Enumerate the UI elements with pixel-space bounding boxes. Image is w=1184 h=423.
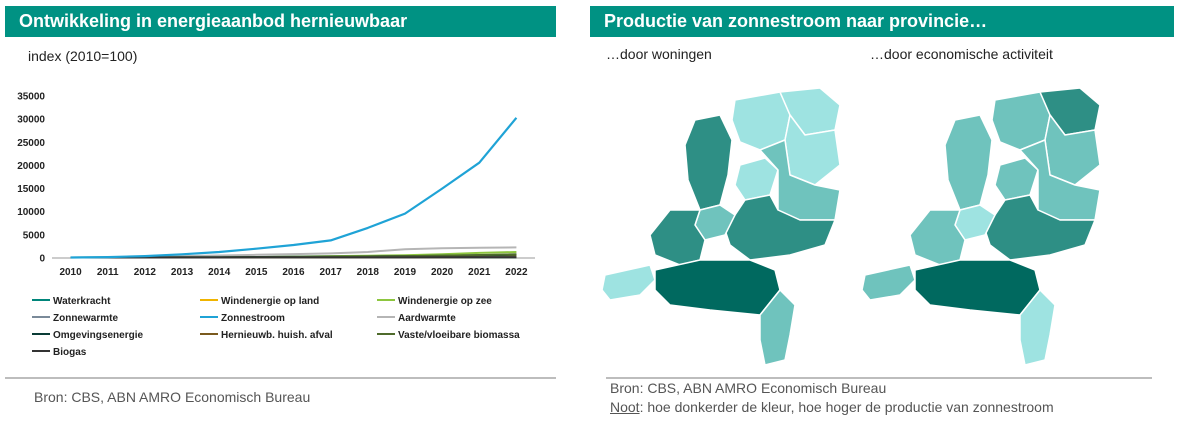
legend-swatch (377, 316, 395, 319)
y-tick-label: 25000 (17, 138, 45, 149)
legend-swatch (377, 299, 395, 302)
legend-item: Vaste/vloeibare biomassa (377, 330, 520, 342)
province-zeeland (601, 264, 656, 301)
left-subtitle: index (2010=100) (28, 48, 138, 64)
x-tick-label: 2011 (97, 267, 119, 278)
province-zuid-holland (909, 209, 966, 266)
y-tick-label: 10000 (17, 207, 45, 218)
province-overijssel (1019, 139, 1101, 221)
legend-label: Omgevingsenergie (53, 330, 144, 341)
right-title: Productie van zonnestroom naar provincie… (590, 6, 1174, 37)
province-flevoland (994, 157, 1039, 201)
x-tick-label: 2019 (394, 267, 417, 278)
y-tick-label: 0 (39, 254, 45, 265)
x-tick-label: 2014 (208, 267, 231, 278)
legend-swatch (377, 333, 395, 336)
right-divider (606, 377, 1152, 379)
y-tick-label: 15000 (17, 184, 45, 195)
legend-item: Hernieuwb. huish. afval (200, 330, 333, 342)
legend-label: Aardwarmte (398, 313, 456, 324)
map2-label: …door economische activiteit (870, 46, 1053, 62)
legend-label: Waterkracht (53, 296, 111, 307)
legend-swatch (200, 299, 218, 302)
x-tick-label: 2013 (171, 267, 194, 278)
legend-swatch (32, 316, 50, 319)
legend-label: Zonnestroom (221, 313, 285, 324)
x-tick-label: 2010 (59, 267, 82, 278)
left-panel: Ontwikkeling in energieaanbod hernieuwba… (0, 0, 560, 423)
x-tick-label: 2015 (245, 267, 268, 278)
province-zuid-holland (649, 209, 706, 266)
legend-label: Vaste/vloeibare biomassa (398, 330, 520, 341)
y-tick-label: 20000 (17, 161, 45, 172)
province-limburg (759, 289, 796, 366)
legend-item: Omgevingsenergie (32, 330, 143, 342)
y-tick-label: 30000 (17, 115, 45, 126)
legend-swatch (200, 333, 218, 336)
left-source: Bron: CBS, ABN AMRO Economisch Bureau (34, 389, 311, 405)
province-overijssel (759, 139, 841, 221)
right-note: Noot: hoe donkerder de kleur, hoe hoger … (610, 399, 1054, 415)
province-limburg (1019, 289, 1056, 366)
legend-item: Waterkracht (32, 296, 110, 308)
province-noord-holland (944, 114, 993, 211)
legend-item: Aardwarmte (377, 313, 456, 325)
netherlands-map-economic (861, 87, 1101, 366)
note-text: : hoe donkerder de kleur, hoe hoger de p… (639, 399, 1054, 415)
x-tick-label: 2021 (468, 267, 491, 278)
province-zeeland (861, 264, 916, 301)
left-title: Ontwikkeling in energieaanbod hernieuwba… (5, 6, 556, 37)
x-tick-label: 2020 (431, 267, 454, 278)
x-tick-label: 2016 (282, 267, 305, 278)
legend-swatch (32, 333, 50, 336)
energy-line-chart: 0 5000 10000 15000 20000 25000 30000 35000 2010 2… (17, 92, 535, 278)
legend-label: Zonnewarmte (53, 313, 119, 324)
x-tick-label: 2018 (357, 267, 380, 278)
province-noord-brabant (654, 259, 781, 316)
legend-swatch (200, 316, 218, 319)
legend-label: Biogas (53, 347, 87, 358)
right-source: Bron: CBS, ABN AMRO Economisch Bureau (610, 380, 887, 396)
x-tick-label: 2012 (134, 267, 157, 278)
netherlands-map-housing (601, 87, 841, 366)
province-flevoland (734, 157, 779, 201)
legend-item: Zonnestroom (200, 313, 285, 325)
map1-label: …door woningen (606, 46, 712, 62)
legend-swatch (32, 299, 50, 302)
legend-item: Windenergie op land (200, 296, 319, 308)
province-noord-holland (684, 114, 733, 211)
series-line-zonnestroom (70, 117, 518, 259)
x-tick-label: 2022 (505, 267, 528, 278)
x-tick-label: 2017 (320, 267, 343, 278)
legend-swatch (32, 350, 50, 353)
legend-item: Windenergie op zee (377, 296, 492, 308)
y-tick-label: 5000 (23, 230, 46, 241)
province-gelderland (724, 194, 836, 261)
legend-label: Windenergie op land (221, 296, 320, 307)
province-noord-brabant (914, 259, 1041, 316)
legend-label: Hernieuwb. huish. afval (221, 330, 333, 341)
chart-legend: Waterkracht Windenergie op land Windenergi… (32, 296, 552, 366)
right-panel: Productie van zonnestroom naar provincie… (590, 0, 1184, 423)
note-label: Noot (610, 399, 640, 415)
province-gelderland (984, 194, 1096, 261)
legend-label: Windenergie op zee (398, 296, 492, 307)
left-divider (5, 377, 556, 379)
y-tick-label: 35000 (17, 92, 45, 103)
legend-item: Zonnewarmte (32, 313, 118, 325)
legend-item: Biogas (32, 347, 86, 359)
